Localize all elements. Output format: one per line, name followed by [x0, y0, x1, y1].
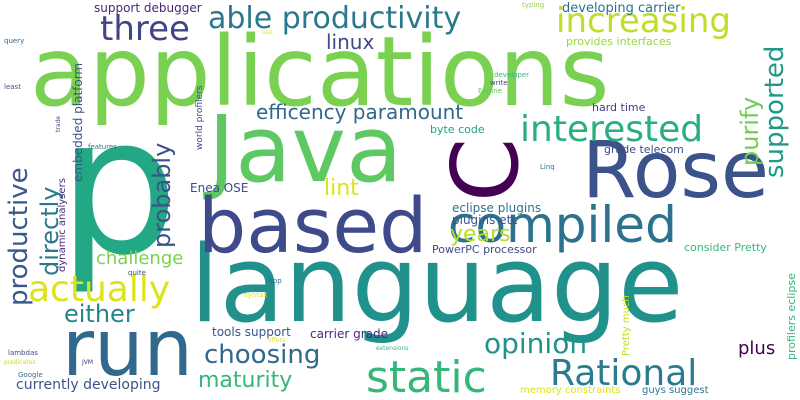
word: dynamic analysers: [58, 178, 68, 272]
word: carrier grade: [310, 328, 388, 340]
word: efficency paramount: [256, 102, 463, 122]
word: App: [268, 278, 282, 285]
word: guys suggest: [642, 386, 709, 396]
word: supported: [762, 46, 788, 178]
word: offers: [268, 338, 285, 344]
word: least: [4, 84, 21, 91]
word: choosing: [204, 342, 320, 368]
word: lint: [324, 178, 359, 200]
word: syntax: [244, 292, 267, 299]
word: world profilers: [196, 86, 205, 150]
word: typing: [522, 2, 544, 9]
word: Engine: [478, 88, 502, 95]
word: memory constraints: [520, 386, 621, 396]
word: C: [440, 138, 532, 202]
word: consider Pretty: [684, 242, 767, 253]
word: Linq: [540, 164, 555, 171]
word: use: [262, 30, 273, 36]
word: PowerPC processor: [432, 244, 537, 255]
word: query: [4, 38, 24, 45]
word: Enea OSE: [190, 182, 248, 194]
word: lambdas: [8, 350, 38, 357]
word: productive: [6, 167, 32, 306]
word: three: [100, 12, 190, 46]
word: developer: [494, 72, 529, 79]
word: Pretty much: [622, 295, 632, 356]
word: probably: [150, 143, 174, 248]
word: currently developing: [16, 378, 161, 392]
word: purify: [738, 97, 762, 166]
word: grade telecom: [604, 144, 684, 155]
word: hard time: [592, 102, 645, 113]
word: support debugger: [94, 2, 202, 14]
word: write: [490, 80, 508, 87]
word: challenge: [96, 250, 183, 268]
word: profilers eclipse: [786, 273, 797, 360]
word: opinion: [484, 330, 587, 358]
word: trade: [56, 116, 62, 132]
word: extensions: [376, 346, 408, 352]
word: plus: [738, 340, 775, 358]
word: maturity: [198, 370, 292, 392]
word: provides interfaces: [566, 36, 671, 47]
word: either: [64, 302, 135, 326]
word: quite: [128, 270, 146, 277]
word: developing carrier: [562, 2, 681, 15]
word: plugins etc: [452, 214, 518, 226]
word: Google: [18, 372, 43, 379]
word: predicates: [4, 360, 35, 366]
word: byte code: [430, 124, 485, 135]
word: linux: [326, 32, 374, 52]
word: static: [366, 356, 487, 400]
word: based: [198, 188, 427, 264]
word: features: [88, 144, 117, 151]
word: JVM: [82, 360, 93, 366]
word: embedded platform: [72, 63, 84, 182]
